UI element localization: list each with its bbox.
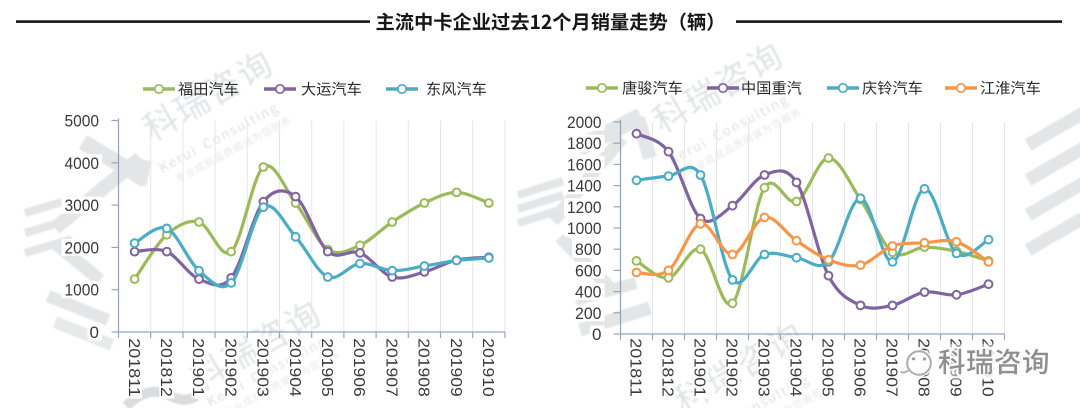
svg-text:201906: 201906 — [851, 338, 868, 397]
svg-text:201907: 201907 — [382, 338, 399, 397]
svg-text:1000: 1000 — [65, 281, 100, 300]
svg-text:201901: 201901 — [691, 338, 708, 397]
svg-text:3000: 3000 — [65, 196, 100, 215]
svg-text:2000: 2000 — [65, 238, 100, 257]
svg-text:201906: 201906 — [350, 338, 367, 397]
svg-text:0: 0 — [592, 325, 601, 344]
svg-text:201902: 201902 — [221, 338, 238, 397]
svg-text:201812: 201812 — [157, 338, 174, 397]
svg-text:2000: 2000 — [567, 113, 602, 132]
svg-text:201811: 201811 — [627, 338, 644, 397]
svg-text:1600: 1600 — [567, 155, 602, 174]
svg-text:600: 600 — [575, 261, 602, 280]
svg-text:201909: 201909 — [447, 338, 464, 397]
svg-text:800: 800 — [575, 240, 602, 259]
svg-text:1400: 1400 — [567, 177, 602, 196]
svg-text:201904: 201904 — [787, 338, 804, 397]
svg-text:201905: 201905 — [819, 338, 836, 397]
svg-text:201905: 201905 — [318, 338, 335, 397]
svg-text:0: 0 — [90, 323, 99, 342]
svg-text:201910: 201910 — [479, 338, 496, 397]
svg-text:1000: 1000 — [567, 219, 602, 238]
svg-text:201903: 201903 — [755, 338, 772, 397]
svg-text:5000: 5000 — [65, 112, 100, 131]
svg-text:1800: 1800 — [567, 134, 602, 153]
svg-text:1200: 1200 — [567, 198, 602, 217]
svg-text:201907: 201907 — [883, 338, 900, 397]
svg-text:201904: 201904 — [286, 338, 303, 397]
svg-text:201902: 201902 — [723, 338, 740, 397]
svg-text:201903: 201903 — [254, 338, 271, 397]
svg-text:201901: 201901 — [189, 338, 206, 397]
svg-text:201908: 201908 — [415, 338, 432, 397]
svg-text:201811: 201811 — [125, 338, 142, 397]
svg-text:400: 400 — [575, 283, 602, 302]
svg-text:4000: 4000 — [65, 154, 100, 173]
svg-text:200: 200 — [575, 304, 602, 323]
svg-text:201812: 201812 — [659, 338, 676, 397]
